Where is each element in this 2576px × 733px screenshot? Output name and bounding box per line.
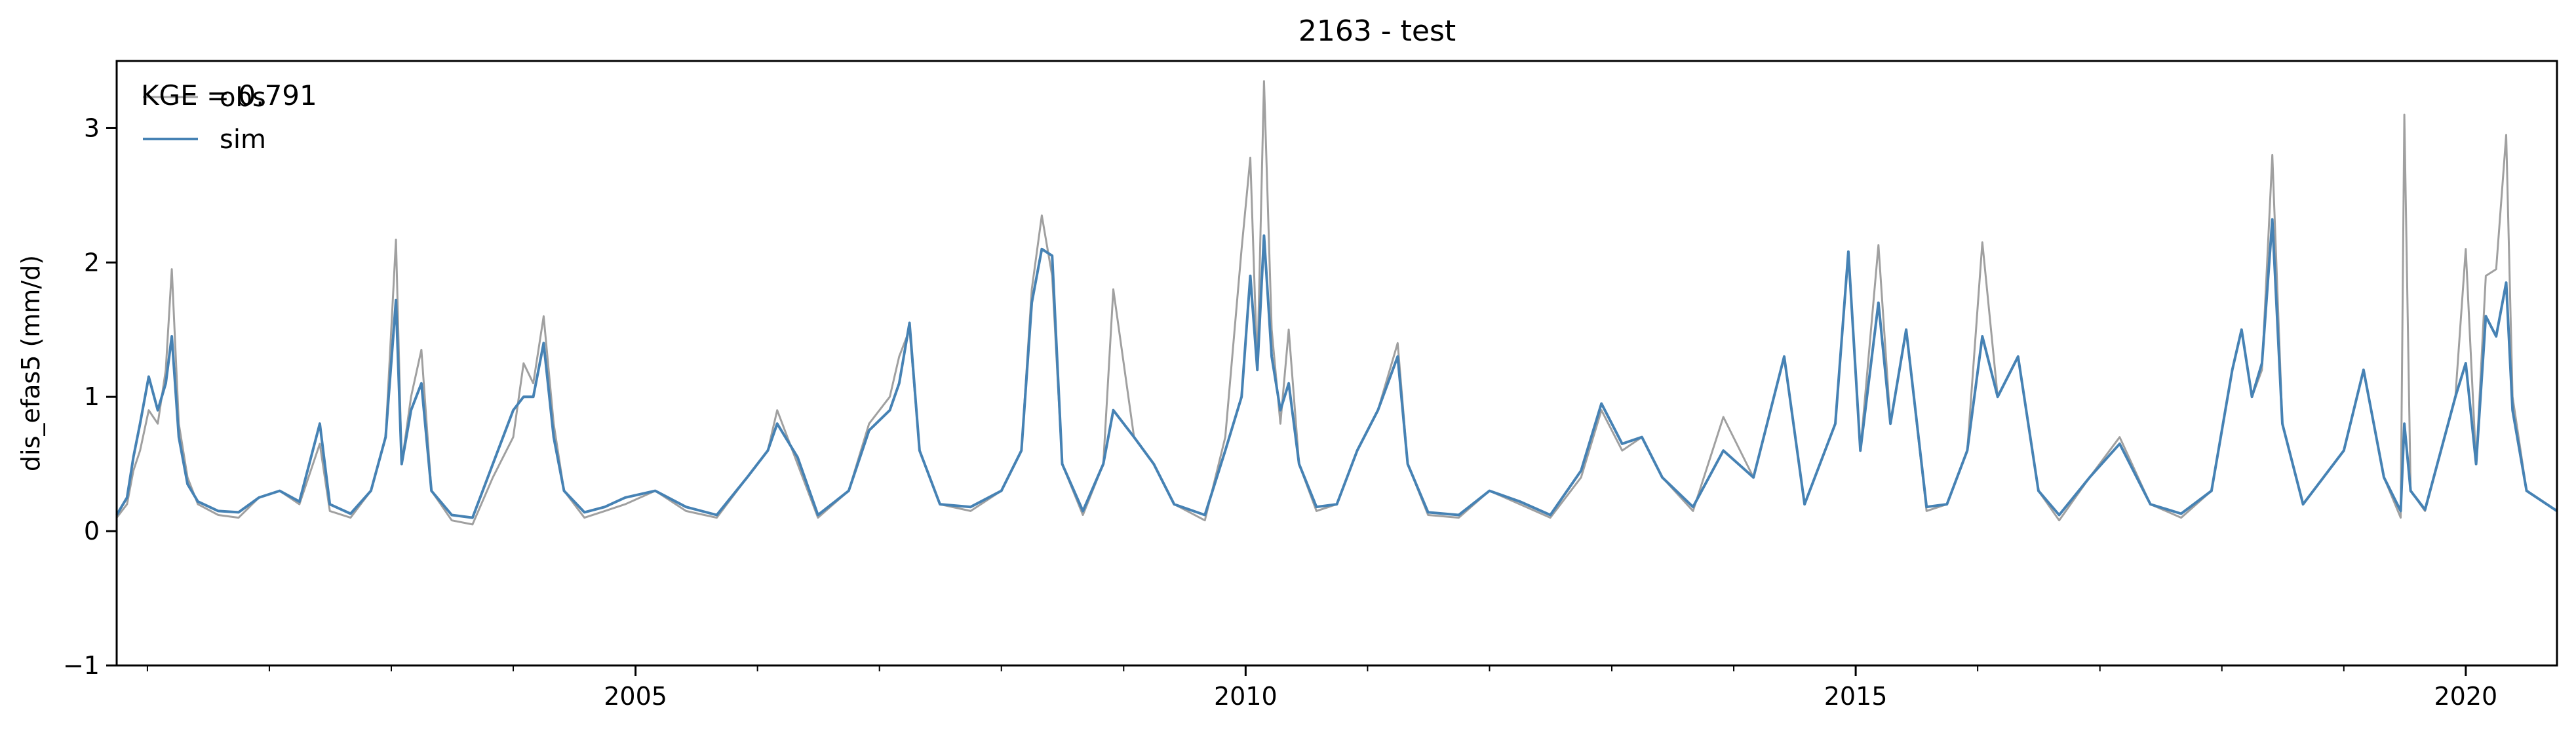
x-tick-label-2020: 2020 [2434, 682, 2497, 711]
kge-annotation: KGE = 0.791 [141, 79, 317, 111]
legend-label-sim: sim [220, 125, 266, 155]
y-tick-label-0: 0 [84, 517, 100, 545]
y-axis-label: dis_efas5 (mm/d) [16, 255, 45, 471]
y-tick-label-2: 2 [84, 248, 100, 277]
plot-frame [115, 60, 2558, 667]
y-tick-label--1: −1 [63, 651, 100, 680]
x-tick-label-2015: 2015 [1824, 682, 1888, 711]
y-tick-label-3: 3 [84, 113, 100, 142]
plot-series [115, 80, 2558, 526]
y-axis: −1 0 1 2 3 [63, 113, 117, 680]
legend: obs sim [143, 83, 266, 155]
y-tick-label-1: 1 [84, 382, 100, 411]
legend-label-obs: obs [220, 83, 266, 113]
x-tick-label-2005: 2005 [604, 682, 667, 711]
chart-title: 2163 - test [1298, 14, 1456, 48]
x-axis: 2005 2010 2015 2020 [146, 665, 2497, 711]
x-tick-label-2010: 2010 [1214, 682, 1278, 711]
series-line-sim [115, 218, 2558, 519]
